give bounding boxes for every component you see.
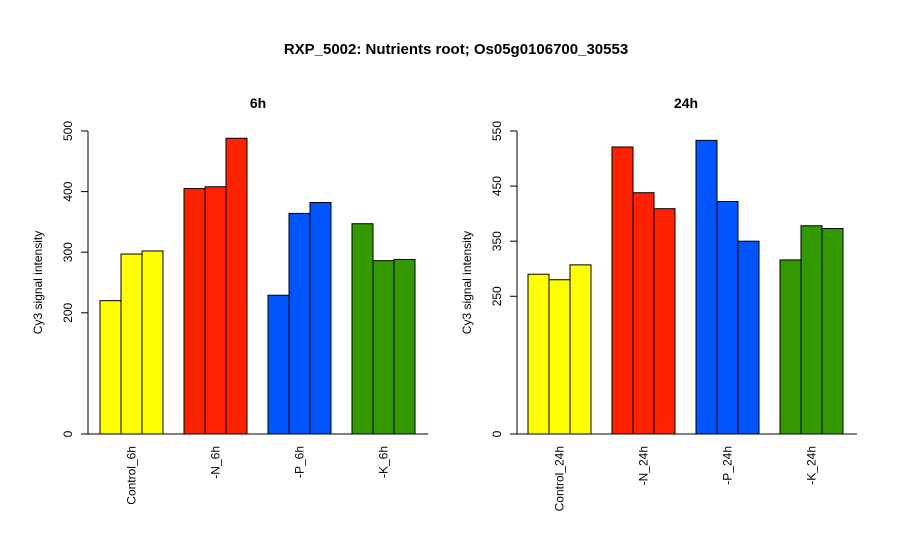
bar	[611, 146, 634, 435]
category-label: -N_24h	[637, 446, 651, 485]
panel-6h: 6h 0 200 300 400 500 Cy3 signal intensity Contr…	[31, 95, 428, 505]
panel-title: 6h	[250, 95, 266, 111]
bar	[288, 212, 311, 435]
bar	[225, 137, 248, 435]
y-tick-label: 500	[61, 121, 75, 141]
bar	[653, 208, 676, 435]
bar	[779, 259, 802, 435]
bar	[204, 186, 227, 435]
category-label: -K_6h	[377, 446, 391, 478]
panel-title: 24h	[674, 95, 698, 111]
bar	[632, 192, 655, 435]
category-label: -P_24h	[721, 446, 735, 485]
category-label: Control_6h	[125, 446, 139, 505]
bar	[800, 225, 823, 435]
bar	[548, 279, 571, 435]
y-tick-label: 0	[490, 430, 504, 437]
bar	[141, 250, 164, 435]
category-label: -P_6h	[293, 446, 307, 478]
category-label: -K_24h	[805, 446, 819, 485]
bar	[695, 139, 718, 435]
bar	[569, 264, 592, 435]
bar	[183, 188, 206, 435]
y-tick-label: 0	[61, 430, 75, 437]
y-tick-label: 300	[61, 242, 75, 262]
y-tick-label: 450	[490, 176, 504, 196]
bar	[737, 240, 760, 435]
y-tick-label: 350	[490, 231, 504, 251]
bar	[393, 258, 416, 435]
bar	[372, 260, 395, 435]
main-title: RXP_5002: Nutrients root; Os05g0106700_3…	[284, 41, 628, 58]
panel-24h: 24h 0 250 350 450 550 Cy3 signal intensity Cont…	[460, 95, 857, 511]
category-label: -N_6h	[209, 446, 223, 479]
bar	[821, 228, 844, 435]
bar	[99, 300, 122, 435]
y-tick-label: 400	[61, 181, 75, 201]
y-axis-label: Cy3 signal intensity	[460, 231, 474, 334]
bar	[351, 223, 374, 435]
y-tick-label: 250	[490, 286, 504, 306]
y-axis-label: Cy3 signal intensity	[31, 231, 45, 334]
bar	[716, 201, 739, 435]
bar	[309, 202, 332, 435]
bar	[267, 294, 290, 435]
category-label: Control_24h	[553, 446, 567, 511]
y-tick-label: 200	[61, 302, 75, 322]
y-tick-label: 550	[490, 121, 504, 141]
bar	[120, 253, 143, 435]
bar	[527, 273, 550, 435]
